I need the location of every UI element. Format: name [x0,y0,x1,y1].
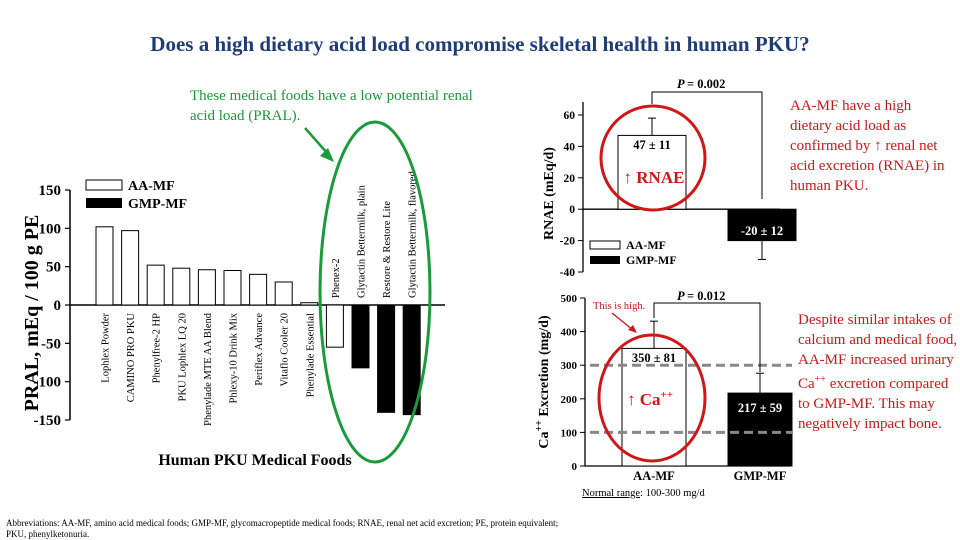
rnae-y-axis-label: RNAE (mEq/d) [542,147,557,240]
rnae-value-label: 47 ± 11 [633,138,670,152]
pral-category-label: Phlexy-10 Drink Mix [229,312,240,403]
pral-bar [300,302,319,306]
pral-y-tick-label: -150 [34,413,62,429]
pral-bar [377,304,396,413]
pral-category-label: Periflex Advance [254,313,265,386]
pral-category-label: CAMINO PRO PKU [126,313,137,403]
pral-category-label: Phenylade Essential [305,313,316,397]
low-pral-arrowhead [320,148,334,162]
ca-p-value: = 0.012 [687,289,725,303]
pral-category-label: Glytactin Bettermilk, plain [357,184,368,298]
pral-category-label: Lophlex Powder [101,313,112,383]
pral-y-tick-label: 0 [54,298,62,314]
ca-p-label: P [677,289,685,303]
pral-category-label: Glytactin Bettermilk, flavored [408,170,419,298]
ca-category-label: GMP-MF [734,469,787,483]
pral-bar [325,304,344,348]
pral-bar [121,230,140,306]
ca-y-tick-label: 200 [561,394,578,406]
calcium-note-text: Despite similar intakes of calcium and m… [798,312,958,432]
pral-bar [223,270,242,306]
pral-category-label: Phenex-2 [331,258,342,298]
ca-value-label: 217 ± 59 [738,401,782,415]
pral-bar [274,281,293,306]
pral-bar [146,264,165,306]
rnae-highlight-circle [599,104,707,212]
rnae-note: AA-MF have a high dietary acid load as c… [790,98,945,194]
rnae-legend-label-aa-mf: AA-MF [626,238,666,252]
ca-inner-label: ↑ Ca++ [627,389,673,409]
ca-value-label: 350 ± 81 [632,351,676,365]
pral-category-label: Restore & Restore Lite [382,201,393,298]
rnae-y-tick-label: 20 [564,173,576,185]
this-is-high-arrowhead [628,325,637,333]
pral-y-tick-label: -50 [41,336,61,352]
rnae-y-tick-label: -40 [560,267,576,279]
ca-y-tick-label: 0 [572,461,578,473]
ca-y-tick-label: 100 [561,427,578,439]
rnae-bar [617,134,687,210]
calcium-note: Despite similar intakes of calcium and m… [798,310,958,434]
ca-y-axis-label: Ca++ Excretion (mg/d) [534,315,552,449]
rnae-inner-label: ↑ RNAE [624,168,685,187]
rnae-y-tick-label: 60 [564,110,576,122]
legend-swatch-gmp-mf [86,198,122,208]
rnae-legend-swatch-gmp-mf [590,256,620,264]
pral-y-tick-label: 150 [39,183,62,199]
low-pral-note: These medical foods have a low potential… [190,88,473,124]
this-is-high-arrow [611,312,634,331]
pral-category-label: Phenylfree-2 HP [152,313,163,383]
low-pral-arrow [304,127,329,155]
rnae-y-tick-label: 40 [564,141,576,153]
pral-y-tick-label: -100 [34,375,62,391]
ca-bar [621,347,687,467]
pral-category-label: Phenylade MTE AA Blend [203,312,214,426]
rnae-y-tick-label: -20 [560,236,576,248]
pral-x-axis-label: Human PKU Medical Foods [158,452,351,469]
legend-label-aa-mf: AA-MF [128,179,175,194]
pral-category-label: Vitaflo Cooler 20 [280,313,291,386]
legend-swatch-aa-mf [85,179,123,191]
ca-highlight-circle [597,333,707,463]
pral-bar [95,226,114,306]
page-title: Does a high dietary acid load compromise… [150,32,810,56]
low-pral-ellipse [318,120,432,464]
rnae-legend-swatch-aa-mf [589,240,621,250]
pral-bar [197,269,216,306]
normal-range-label: Normal range [582,488,641,499]
ca-y-tick-label: 400 [561,327,578,339]
ca-y-tick-label: 500 [561,293,578,305]
ca-significance-bracket [653,302,761,372]
rnae-legend-label-gmp-mf: GMP-MF [626,253,677,267]
rnae-value-label: -20 ± 12 [741,224,783,238]
pral-bar [351,304,370,369]
pral-bar [172,267,191,306]
rnae-bar [727,208,797,242]
pral-y-tick-label: 50 [46,260,61,276]
this-is-high-label: This is high. [593,301,645,312]
ca-bar [727,392,793,467]
rnae-significance-bracket [651,91,763,199]
pral-bar [249,273,268,306]
normal-range-value: : 100-300 mg/d [640,488,705,499]
rnae-p-value: = 0.002 [687,77,725,91]
abbreviations: Abbreviations: AA-MF, amino acid medical… [6,518,559,539]
ca-y-tick-label: 300 [561,360,578,372]
legend-label-gmp-mf: GMP-MF [128,197,187,212]
pral-y-tick-label: 100 [39,221,62,237]
rnae-y-tick-label: 0 [569,204,575,216]
rnae-p-label: P [677,77,685,91]
pral-y-axis-label: PRAL, mEq / 100 g PE [21,215,43,412]
pral-category-label: PKU Lophlex LQ 20 [177,313,188,401]
ca-category-label: AA-MF [633,469,675,483]
normal-range-note: Normal range: 100-300 mg/d [582,488,705,499]
